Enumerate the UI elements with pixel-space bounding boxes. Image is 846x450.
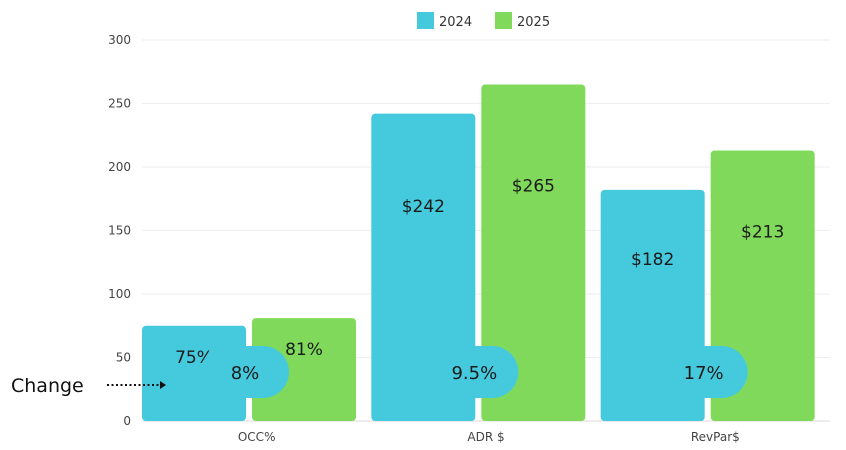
legend-swatch-2024: [417, 12, 434, 29]
legend-swatch-2025: [495, 12, 512, 29]
value-label: $265: [512, 176, 555, 196]
y-tick-label: 150: [108, 224, 131, 238]
change-annotation: Change: [11, 375, 166, 397]
y-tick-label: 250: [108, 97, 131, 111]
change-annotation-label: Change: [11, 375, 84, 397]
value-label: $213: [741, 223, 784, 243]
bar-2025-1: [481, 84, 586, 421]
change-value: 8%: [231, 363, 260, 384]
y-tick-label: 0: [123, 414, 131, 428]
change-badges: 8% 9.5% 17%: [201, 346, 748, 398]
value-label: $242: [402, 197, 445, 217]
y-tick-label: 50: [116, 351, 131, 365]
legend: 2024 2025: [417, 12, 550, 30]
y-tick-label: 200: [108, 160, 131, 174]
y-axis-ticks: 0 50 100 150 200 250 300: [108, 33, 131, 428]
value-label: 81%: [285, 340, 323, 360]
x-axis-categories: OCC% ADR $ RevPar$: [238, 430, 740, 444]
change-value: 17%: [684, 363, 724, 384]
y-tick-label: 100: [108, 287, 131, 301]
bar-2024-1: [371, 113, 476, 421]
legend-label-2024: 2024: [439, 15, 472, 30]
legend-label-2025: 2025: [517, 15, 550, 30]
change-value: 9.5%: [451, 363, 497, 384]
y-tick-label: 300: [108, 33, 131, 47]
value-label: $182: [631, 250, 674, 270]
category-label: ADR $: [467, 430, 504, 444]
category-label: RevPar$: [691, 430, 740, 444]
change-arrow-head: [160, 381, 166, 389]
change-badge: [201, 346, 289, 398]
category-label: OCC%: [238, 430, 276, 444]
value-labels: 75% 81%$242$265$182$213: [175, 176, 784, 367]
change-badge: [659, 346, 748, 398]
bar-2025-0: [252, 318, 356, 421]
change-badge: [430, 346, 519, 398]
